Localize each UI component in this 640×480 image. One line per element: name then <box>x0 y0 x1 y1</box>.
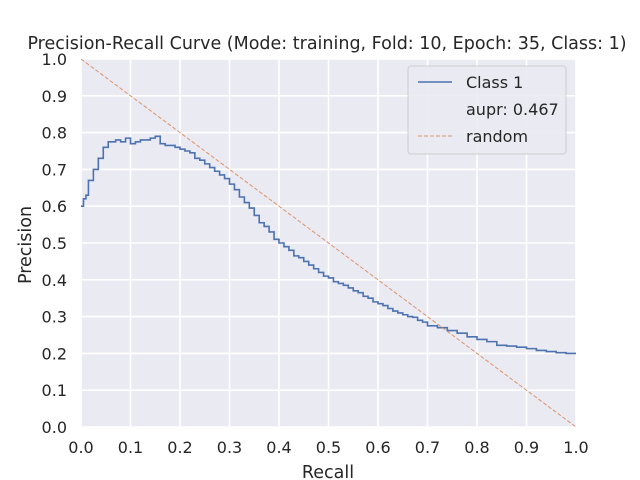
y-tick-label: 0.9 <box>42 87 67 106</box>
x-tick-label: 0.6 <box>365 438 390 457</box>
y-axis-label: Precision <box>16 206 36 284</box>
legend-label-class-1: Class 1 <box>466 73 523 92</box>
x-tick-labels: 0.0 0.1 0.2 0.3 0.4 0.5 0.6 0.7 0.8 0.9 1.0 <box>68 438 588 457</box>
x-tick-label: 0.2 <box>167 438 192 457</box>
x-tick-label: 0.1 <box>118 438 143 457</box>
y-tick-label: 0.6 <box>42 197 67 216</box>
y-tick-label: 0.5 <box>42 234 67 253</box>
legend-label-random: random <box>466 127 528 146</box>
grid-lines <box>80 58 577 428</box>
x-tick-label: 0.0 <box>68 438 93 457</box>
series-layer <box>80 58 577 428</box>
y-tick-labels: 0.0 0.1 0.2 0.3 0.4 0.5 0.6 0.7 0.8 0.9 1.0 <box>42 50 67 437</box>
y-tick-label: 0.7 <box>42 160 67 179</box>
y-tick-label: 0.1 <box>42 381 67 400</box>
x-tick-label: 0.7 <box>415 438 440 457</box>
series-line-class-1 <box>81 135 576 355</box>
y-tick-label: 0.0 <box>42 418 67 437</box>
y-tick-label: 0.2 <box>42 344 67 363</box>
x-tick-label: 0.9 <box>514 438 539 457</box>
x-tick-label: 0.5 <box>316 438 341 457</box>
y-tick-label: 0.4 <box>42 271 67 290</box>
x-axis-label: Recall <box>302 463 354 480</box>
x-tick-label: 1.0 <box>563 438 588 457</box>
legend-box <box>407 65 567 155</box>
chart-title: Precision-Recall Curve (Mode: training, … <box>27 34 626 54</box>
x-tick-label: 0.8 <box>464 438 489 457</box>
y-tick-label: 0.3 <box>42 308 67 327</box>
legend-aupr-text: aupr: 0.467 <box>466 100 559 119</box>
y-tick-label: 1.0 <box>42 50 67 69</box>
x-tick-label: 0.3 <box>217 438 242 457</box>
y-tick-label: 0.8 <box>42 124 67 143</box>
x-tick-label: 0.4 <box>266 438 291 457</box>
legend: Class 1 aupr: 0.467 random <box>407 65 567 155</box>
series-line-random <box>80 58 577 428</box>
